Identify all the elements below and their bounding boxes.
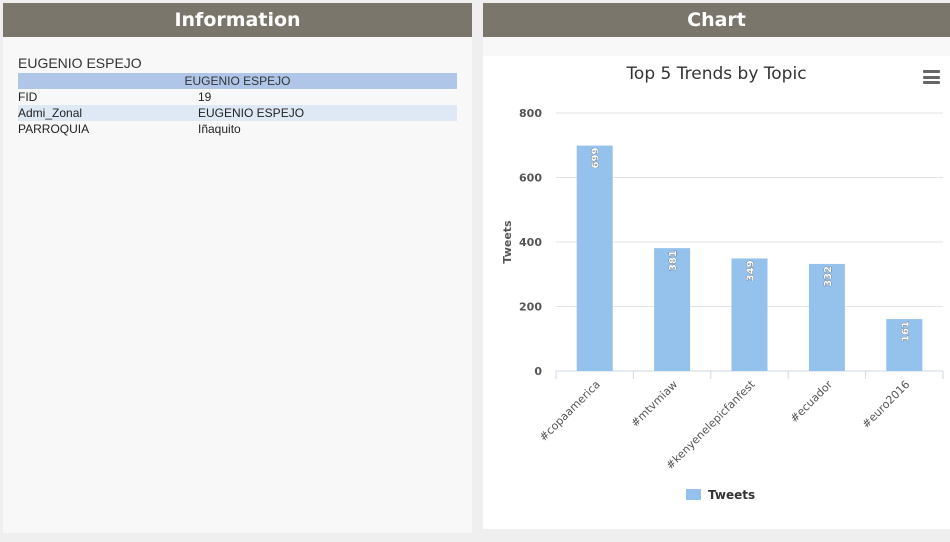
info-table-caption: EUGENIO ESPEJO bbox=[18, 73, 457, 89]
bar bbox=[731, 258, 768, 371]
data-label: 349 bbox=[746, 260, 757, 281]
information-panel: Information EUGENIO ESPEJO EUGENIO ESPEJ… bbox=[3, 3, 472, 533]
y-tick-label: 0 bbox=[534, 365, 542, 378]
info-key: PARROQUIA bbox=[18, 122, 90, 136]
x-tick-label: #ecuador bbox=[788, 378, 836, 426]
chart-header: Chart bbox=[483, 3, 950, 37]
info-row-fid: FID 19 bbox=[18, 89, 457, 105]
data-label: 332 bbox=[823, 266, 834, 287]
data-label: 381 bbox=[668, 250, 679, 271]
info-key: Admi_Zonal bbox=[18, 106, 83, 120]
y-tick-label: 200 bbox=[519, 301, 542, 314]
hamburger-menu-icon[interactable] bbox=[923, 70, 940, 84]
info-row-parroquia: PARROQUIA Iñaquito bbox=[18, 121, 457, 137]
info-row-admi-zonal: Admi_Zonal EUGENIO ESPEJO bbox=[18, 105, 457, 121]
bar bbox=[576, 145, 613, 371]
bar bbox=[808, 263, 845, 371]
y-tick-label: 800 bbox=[519, 107, 542, 120]
x-tick-label: #copaamerica bbox=[537, 378, 603, 444]
chart-title: Top 5 Trends by Topic bbox=[626, 64, 807, 84]
chart-panel: Chart Top 5 Trends by Topic 0 200 400 600 80… bbox=[483, 3, 950, 529]
x-tick-label: #kenyenelepicfanfest bbox=[663, 377, 758, 472]
info-value: Iñaquito bbox=[198, 122, 241, 136]
info-key: FID bbox=[18, 90, 38, 104]
y-axis-label: Tweets bbox=[501, 220, 514, 264]
legend-label: Tweets bbox=[708, 488, 755, 502]
data-label: 699 bbox=[591, 148, 602, 169]
info-value: EUGENIO ESPEJO bbox=[198, 106, 305, 120]
info-body: EUGENIO ESPEJO EUGENIO ESPEJO FID 19 Adm… bbox=[3, 37, 472, 137]
data-label: 161 bbox=[900, 321, 911, 342]
x-tick-label: #mtvmiaw bbox=[628, 378, 680, 430]
bar bbox=[886, 319, 923, 371]
bar bbox=[654, 248, 691, 371]
x-tick-label: #euro2016 bbox=[859, 378, 912, 431]
chart-area: Top 5 Trends by Topic 0 200 400 600 800 Tweet… bbox=[483, 56, 950, 529]
info-value: 19 bbox=[198, 90, 212, 104]
legend-swatch bbox=[686, 489, 701, 500]
y-tick-label: 600 bbox=[519, 172, 542, 185]
info-title: EUGENIO ESPEJO bbox=[18, 55, 142, 71]
bar-chart: 0 200 400 600 800 Tweets 699 #copaamerica 381 #mt… bbox=[501, 107, 944, 502]
y-tick-label: 400 bbox=[519, 236, 542, 249]
information-header: Information bbox=[3, 3, 472, 37]
